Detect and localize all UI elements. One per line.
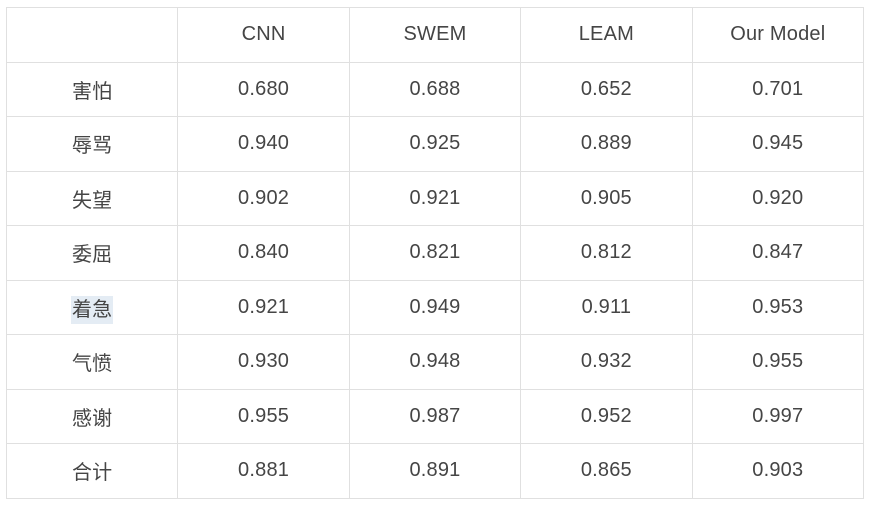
table-row: 委屈 0.840 0.821 0.812 0.847 [5, 225, 865, 281]
table-row: 着急 0.921 0.949 0.911 0.953 [5, 279, 865, 335]
table-row: 害怕 0.680 0.688 0.652 0.701 [5, 61, 865, 117]
row-label: 辱骂 [5, 116, 179, 172]
value-cell: 0.949 [348, 279, 522, 335]
table-row: 感谢 0.955 0.987 0.952 0.997 [5, 388, 865, 444]
value-cell: 0.952 [520, 388, 693, 444]
row-label: 合计 [5, 443, 179, 499]
header-cell-swem: SWEM [348, 7, 522, 63]
value-cell: 0.945 [691, 116, 865, 172]
value-cell: 0.840 [177, 225, 350, 281]
value-cell: 0.905 [520, 170, 693, 226]
table-body: 害怕 0.680 0.688 0.652 0.701 辱骂 0.940 0.92… [5, 61, 865, 499]
value-cell: 0.925 [348, 116, 522, 172]
value-cell: 0.812 [520, 225, 693, 281]
row-label: 害怕 [5, 61, 179, 117]
value-cell: 0.955 [177, 388, 350, 444]
value-cell: 0.821 [348, 225, 522, 281]
row-label: 着急 [5, 279, 179, 335]
value-cell: 0.921 [177, 279, 350, 335]
header-cell-our-model: Our Model [691, 7, 865, 63]
value-cell: 0.953 [691, 279, 865, 335]
header-row: CNN SWEM LEAM Our Model [5, 7, 865, 63]
value-cell: 0.680 [177, 61, 350, 117]
table-row: 失望 0.902 0.921 0.905 0.920 [5, 170, 865, 226]
table-header: CNN SWEM LEAM Our Model [5, 7, 865, 63]
value-cell: 0.932 [520, 334, 693, 390]
header-cell-leam: LEAM [520, 7, 693, 63]
value-cell: 0.701 [691, 61, 865, 117]
row-label: 失望 [5, 170, 179, 226]
row-label: 感谢 [5, 388, 179, 444]
value-cell: 0.948 [348, 334, 522, 390]
value-cell: 0.921 [348, 170, 522, 226]
value-cell: 0.688 [348, 61, 522, 117]
value-cell: 0.997 [691, 388, 865, 444]
value-cell: 0.902 [177, 170, 350, 226]
value-cell: 0.930 [177, 334, 350, 390]
value-cell: 0.920 [691, 170, 865, 226]
header-cell-empty [5, 7, 179, 63]
value-cell: 0.891 [348, 443, 522, 499]
table-row: 辱骂 0.940 0.925 0.889 0.945 [5, 116, 865, 172]
selected-text-highlight: 着急 [70, 295, 114, 324]
value-cell: 0.865 [520, 443, 693, 499]
value-cell-accent: 0.903 [691, 443, 865, 499]
header-cell-cnn: CNN [177, 7, 350, 63]
row-label: 气愤 [5, 334, 179, 390]
results-table: CNN SWEM LEAM Our Model 害怕 0.680 0.688 0… [5, 7, 865, 499]
table-row-total: 合计 0.881 0.891 0.865 0.903 [5, 443, 865, 499]
value-cell: 0.940 [177, 116, 350, 172]
value-cell: 0.889 [520, 116, 693, 172]
value-cell: 0.955 [691, 334, 865, 390]
value-cell: 0.652 [520, 61, 693, 117]
value-cell: 0.847 [691, 225, 865, 281]
table-row: 气愤 0.930 0.948 0.932 0.955 [5, 334, 865, 390]
row-label: 委屈 [5, 225, 179, 281]
value-cell: 0.881 [177, 443, 350, 499]
value-cell: 0.911 [520, 279, 693, 335]
value-cell: 0.987 [348, 388, 522, 444]
